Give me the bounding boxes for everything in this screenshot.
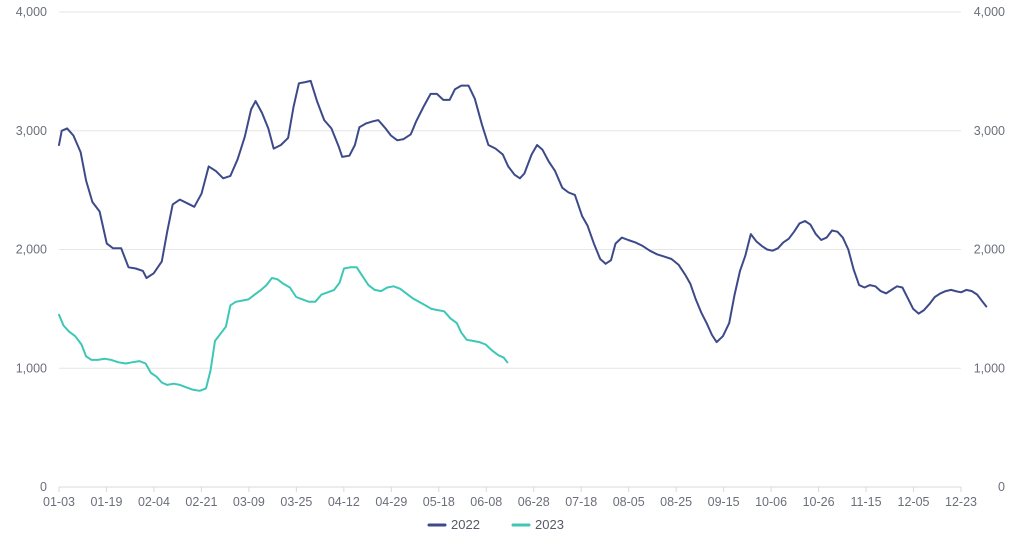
legend-item-2023[interactable]: 2023 [511,517,564,532]
y-tick-label-right: 4,000 [974,5,1005,19]
y-tick-label-right: 3,000 [974,124,1005,138]
series-lines [58,79,988,392]
y-axis-left-ticks: 0 1,000 2,000 3,000 4,000 [16,5,47,494]
y-tick-label-right: 1,000 [974,361,1005,375]
y-tick-label-left: 1,000 [16,361,47,375]
series-line-2022[interactable] [58,79,988,344]
x-tick-label: 10-26 [803,495,835,509]
y-tick-label-left: 4,000 [16,5,47,19]
x-tick-label: 06-28 [518,495,550,509]
x-tick-label: 04-12 [328,495,360,509]
y-tick-label-left: 3,000 [16,124,47,138]
x-tick-label: 04-29 [375,495,407,509]
gridlines [59,11,961,369]
legend-item-2022[interactable]: 2022 [427,517,480,532]
x-tick-label: 03-09 [233,495,265,509]
y-tick-label-right: 2,000 [974,243,1005,257]
x-tick-label: 03-25 [280,495,312,509]
x-tick-label: 10-06 [755,495,787,509]
x-tick-label: 09-15 [708,495,740,509]
y-axis-right-ticks: 0 1,000 2,000 3,000 4,000 [974,5,1005,494]
x-tick-label: 08-25 [660,495,692,509]
x-tick-label: 01-03 [43,495,75,509]
x-tick-label: 05-18 [423,495,455,509]
x-axis-ticks: 01-03 01-19 02-04 02-21 03-09 03-25 04-12 04-29… [43,487,977,509]
series-line-2023[interactable] [58,266,509,392]
x-tick-label: 12-05 [898,495,930,509]
x-tick-label: 02-21 [185,495,217,509]
legend[interactable]: 2022 2023 [427,517,564,532]
legend-label: 2023 [535,517,564,532]
y-tick-label-right: 0 [998,480,1005,494]
x-tick-label: 11-15 [851,495,882,509]
x-tick-label: 08-05 [613,495,645,509]
y-tick-label-left: 0 [40,480,47,494]
y-tick-label-left: 2,000 [16,243,47,257]
legend-label: 2022 [451,517,480,532]
x-tick-label: 02-04 [138,495,170,509]
x-tick-label: 07-18 [565,495,597,509]
x-tick-label: 06-08 [470,495,502,509]
x-tick-label: 12-23 [945,495,977,509]
x-tick-label: 01-19 [90,495,122,509]
